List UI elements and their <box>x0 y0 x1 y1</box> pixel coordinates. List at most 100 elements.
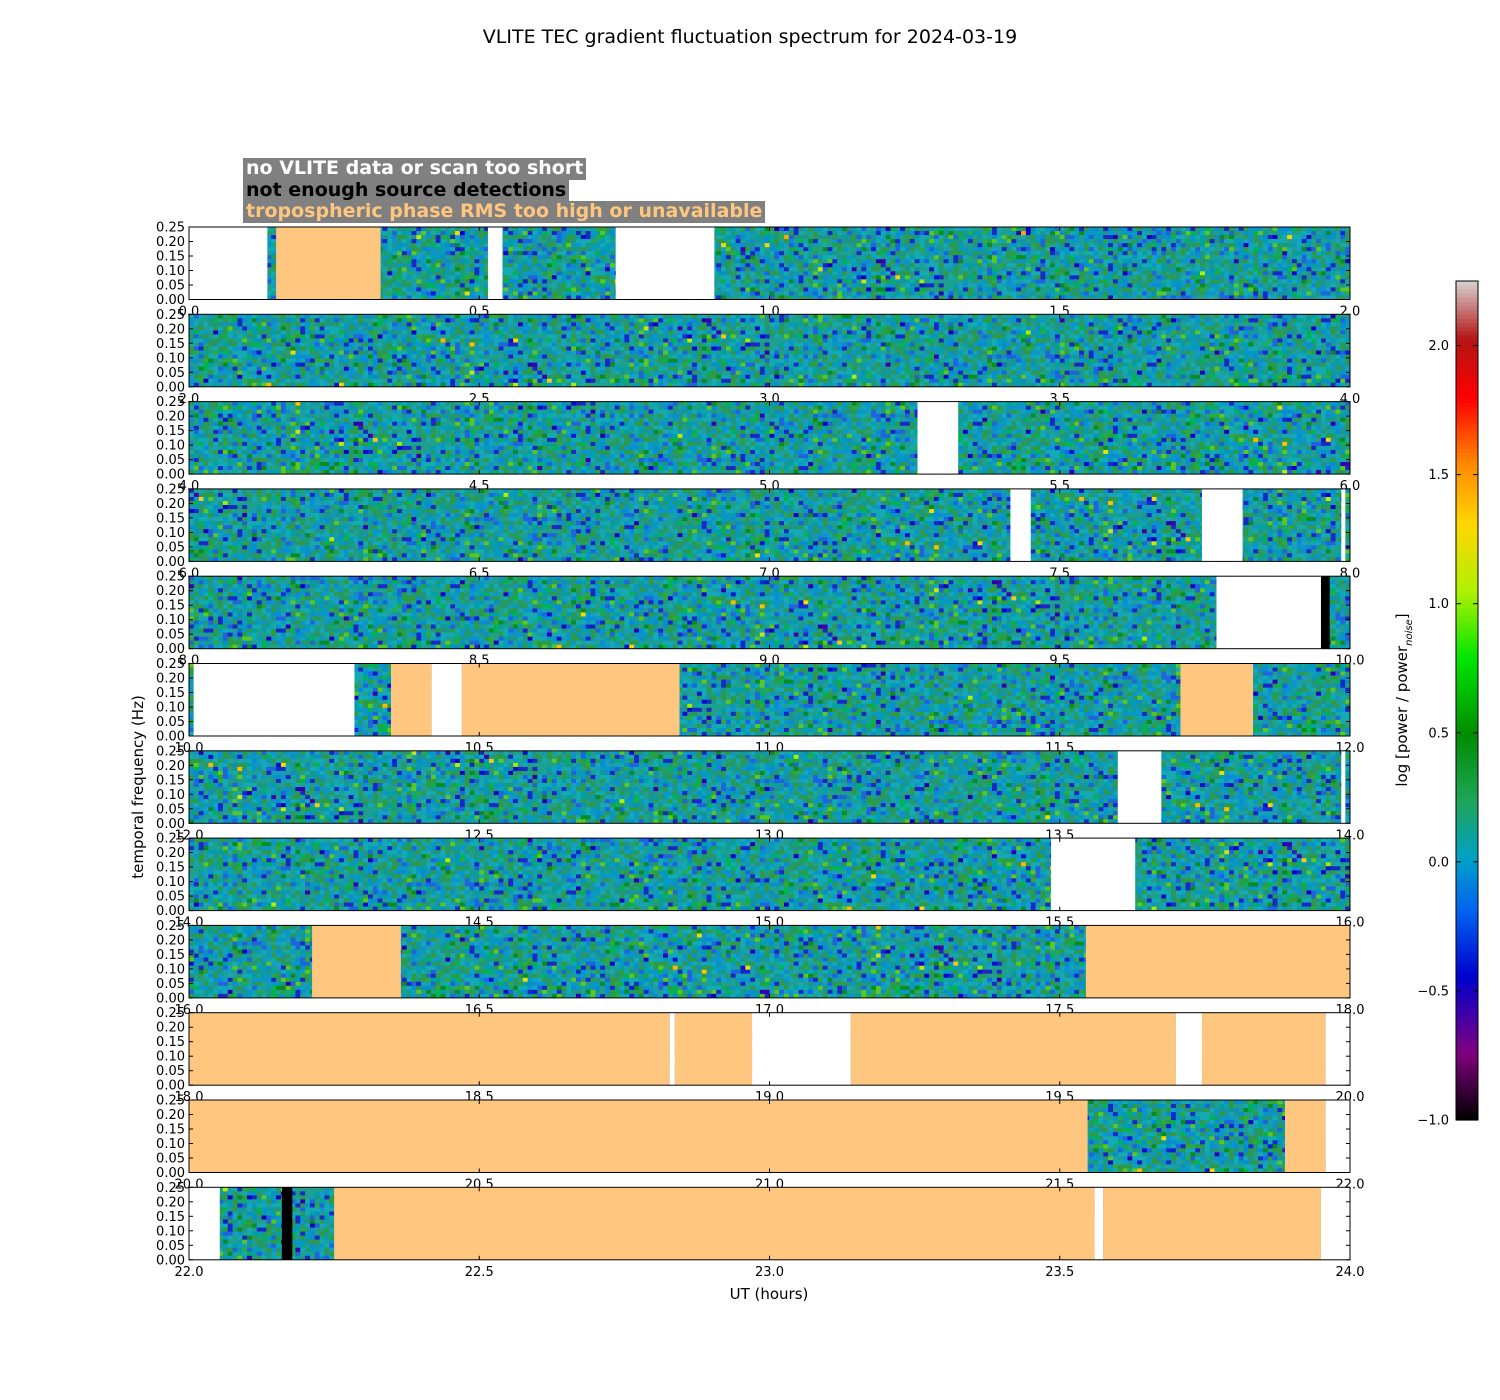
status-segment-nodata <box>193 663 355 736</box>
y-tick-label: 0.15 <box>156 948 185 963</box>
y-tick-label: 0.15 <box>156 773 185 788</box>
y-tick-label: 0.25 <box>156 1006 185 1021</box>
y-tick-label: 0.05 <box>156 279 185 294</box>
spectrum-texture <box>189 488 1350 562</box>
status-segment-nodata <box>669 1012 675 1086</box>
y-tick-label: 0.10 <box>156 875 185 890</box>
status-segment-nodata <box>1175 1012 1202 1086</box>
status-segment-nodata <box>1325 1100 1350 1173</box>
y-tick-label: 0.20 <box>156 497 185 512</box>
colorbar-tick-label: 0.5 <box>1428 726 1449 741</box>
y-tick-label: 0.00 <box>156 642 185 657</box>
status-segment-tropo <box>1201 1012 1326 1086</box>
y-tick-label: 0.05 <box>156 628 185 643</box>
y-tick-label: 0.25 <box>156 657 185 672</box>
status-segment-tropo <box>1284 1100 1326 1173</box>
colorbar-frame <box>1455 280 1479 1121</box>
status-segment-nodata <box>1320 1187 1350 1260</box>
spectrum-panel: 0.000.050.100.150.200.256.0 6.5 7.0 7.5 8.0 <box>156 482 1360 581</box>
y-tick-label: 0.10 <box>156 526 185 541</box>
y-tick-label: 0.15 <box>156 337 185 352</box>
x-tick-label: 22.0 <box>175 1265 204 1280</box>
y-tick-label: 0.00 <box>156 991 185 1006</box>
colorbar-tick-label: −0.5 <box>1417 984 1449 999</box>
y-tick-label: 0.10 <box>156 1050 185 1065</box>
y-tick-label: 0.10 <box>156 962 185 977</box>
y-tick-label: 0.25 <box>156 919 185 934</box>
status-segment-tropo <box>334 1187 1095 1260</box>
y-tick-label: 0.20 <box>156 1108 185 1123</box>
status-segment-tropo <box>391 663 432 736</box>
y-tick-label: 0.00 <box>156 468 185 483</box>
spectrum-panel: 0.000.050.100.150.200.252.0 2.5 3.0 3.5 4.0 <box>156 308 1360 407</box>
y-tick-label: 0.05 <box>156 715 185 730</box>
y-tick-label: 0.05 <box>156 1152 185 1167</box>
status-segment-nodet <box>1320 576 1330 649</box>
y-tick-label: 0.00 <box>156 1253 185 1268</box>
y-tick-label: 0.05 <box>156 366 185 381</box>
status-segment-tropo <box>276 227 381 300</box>
status-segment-tropo <box>1180 663 1254 736</box>
y-tick-label: 0.10 <box>156 613 185 628</box>
y-tick-label: 0.00 <box>156 1166 185 1181</box>
y-tick-label: 0.10 <box>156 1224 185 1239</box>
y-tick-label: 0.05 <box>156 802 185 817</box>
status-segment-tropo <box>189 1012 670 1086</box>
y-tick-label: 0.25 <box>156 744 185 759</box>
panels-group: 0.000.050.100.150.200.250.0 0.5 1.0 1.5 2.00… <box>156 221 1364 1280</box>
y-tick-label: 0.25 <box>156 482 185 497</box>
legend-no-data: no VLITE data or scan too short <box>243 157 587 180</box>
status-segment-nodata <box>189 227 268 300</box>
x-tick-label: 23.0 <box>755 1265 784 1280</box>
y-tick-label: 0.25 <box>156 221 185 236</box>
status-segment-nodata <box>1341 488 1346 562</box>
y-tick-label: 0.25 <box>156 395 185 410</box>
colorbar-tick-label: 1.0 <box>1428 597 1449 612</box>
status-segment-tropo <box>1103 1187 1321 1260</box>
colorbar-tick-label: −1.0 <box>1417 1114 1449 1129</box>
status-segment-nodet <box>281 1187 293 1260</box>
y-tick-label: 0.15 <box>156 1035 185 1050</box>
y-tick-label: 0.00 <box>156 904 185 919</box>
y-tick-label: 0.20 <box>156 933 185 948</box>
y-tick-label: 0.20 <box>156 584 185 599</box>
colorbar-tick-label: 2.0 <box>1428 339 1449 354</box>
legend-tropospheric: tropospheric phase RMS too high or unava… <box>243 201 766 223</box>
y-tick-label: 0.00 <box>156 730 185 745</box>
colorbar: −1.0 −0.5 0.0 0.5 1.0 1.5 2.0 log [power / powe… <box>1393 280 1479 1129</box>
status-segment-nodata <box>487 227 503 300</box>
y-tick-label: 0.15 <box>156 861 185 876</box>
colorbar-gradient <box>1456 281 1478 1121</box>
y-tick-label: 0.05 <box>156 540 185 555</box>
y-tick-label: 0.25 <box>156 1094 185 1109</box>
y-tick-label: 0.00 <box>156 293 185 308</box>
status-segment-tropo <box>189 1100 1088 1173</box>
status-segment-nodata <box>1325 1012 1350 1086</box>
chart-title: VLITE TEC gradient fluctuation spectrum … <box>483 26 1017 48</box>
y-tick-label: 0.05 <box>156 1064 185 1079</box>
y-tick-label: 0.20 <box>156 235 185 250</box>
y-tick-label: 0.20 <box>156 1195 185 1210</box>
status-segment-nodata <box>1094 1187 1104 1260</box>
status-segment-tropo <box>850 1012 1176 1086</box>
status-segment-nodata <box>615 227 715 300</box>
y-tick-label: 0.20 <box>156 1021 185 1036</box>
y-tick-label: 0.05 <box>156 1239 185 1254</box>
colorbar-label: log [power / powernoise] <box>1393 613 1415 786</box>
y-tick-label: 0.25 <box>156 832 185 847</box>
status-segment-nodata <box>189 1187 220 1260</box>
spectrum-panel: 0.000.050.100.150.200.25 22.0 22.5 23.0 23.5… <box>156 1181 1364 1280</box>
y-tick-label: 0.00 <box>156 817 185 832</box>
spectrum-panel: 0.000.050.100.150.200.254.0 4.5 5.0 5.5 6.0 <box>156 395 1360 494</box>
y-tick-label: 0.05 <box>156 890 185 905</box>
status-segment-nodata <box>1201 488 1243 562</box>
spectrum-texture <box>189 314 1350 387</box>
y-tick-label: 0.25 <box>156 308 185 323</box>
x-tick-label: 24.0 <box>1336 1265 1365 1280</box>
y-tick-label: 0.15 <box>156 1210 185 1225</box>
colorbar-tick-label: 1.5 <box>1428 468 1449 483</box>
status-segment-nodata <box>1341 750 1346 824</box>
